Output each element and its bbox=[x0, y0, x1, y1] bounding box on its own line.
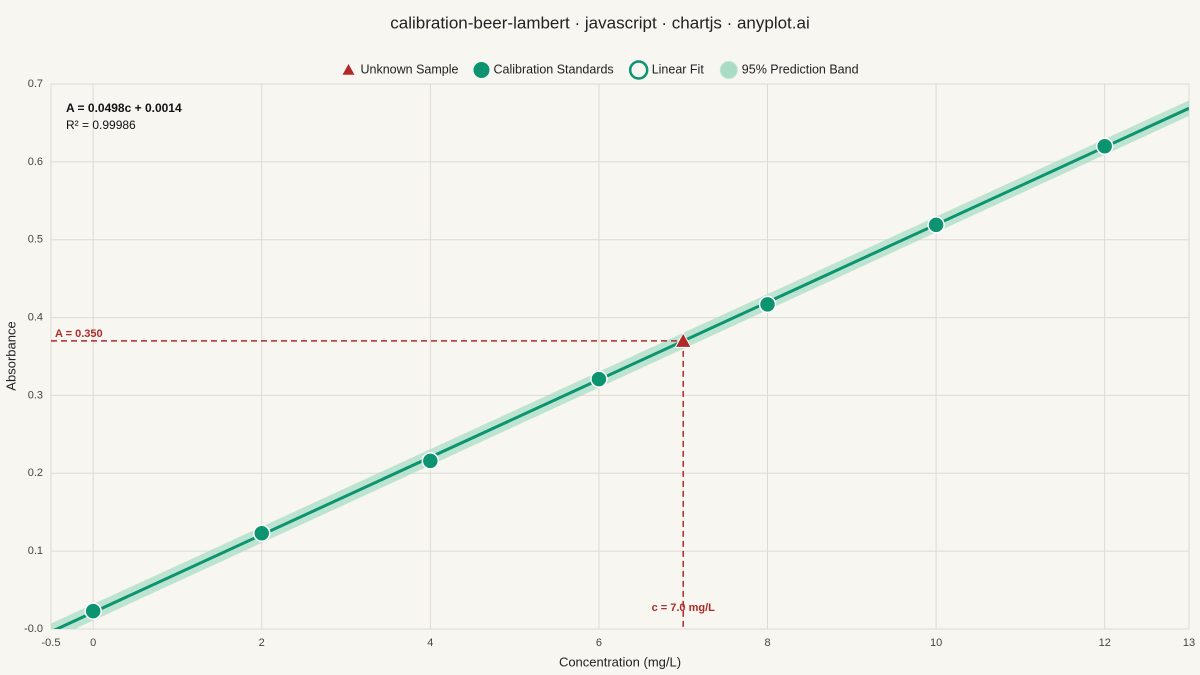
y-tick-label: 0.2 bbox=[28, 467, 43, 479]
calibration-point bbox=[421, 452, 440, 470]
legend-item: Unknown Sample bbox=[342, 62, 459, 76]
unknown-point bbox=[674, 331, 693, 348]
calibration-point bbox=[927, 216, 945, 234]
prediction-band bbox=[51, 100, 1189, 629]
y-tick-label: 0.4 bbox=[28, 311, 43, 323]
x-tick-label: 4 bbox=[427, 637, 433, 649]
legend-icon bbox=[719, 61, 738, 79]
marks: A = 0.350 c = 7.0 mg/L bbox=[51, 137, 1114, 629]
legend-item: Linear Fit bbox=[628, 60, 705, 80]
x-tick-label: 8 bbox=[764, 637, 770, 649]
calibration-point bbox=[1095, 137, 1114, 156]
calibration-point bbox=[252, 524, 271, 542]
legend-icon bbox=[473, 62, 490, 78]
legend-label: 95% Prediction Band bbox=[742, 62, 859, 76]
annotation: A = 0.350 bbox=[55, 328, 103, 340]
plot-area bbox=[51, 100, 1189, 629]
r-squared: R² = 0.99986 bbox=[66, 118, 136, 132]
fit-line bbox=[53, 106, 1189, 629]
legend-icon bbox=[342, 64, 355, 75]
legend-label: Calibration Standards bbox=[493, 62, 613, 76]
legend-icon bbox=[628, 60, 649, 80]
annotation: c = 7.0 mg/L bbox=[652, 602, 716, 614]
legend-item: Calibration Standards bbox=[473, 62, 614, 78]
grid: -0.0 0.1 0.2 0.3 0.4 0.5 0.6 0.7 -0.5 0 2 4 6 8 10 12 13 bbox=[24, 78, 1195, 649]
y-tick-label: 0.1 bbox=[28, 545, 43, 557]
x-tick-label: 10 bbox=[930, 637, 942, 649]
legend-item: 95% Prediction Band bbox=[719, 61, 859, 79]
legend-label: Unknown Sample bbox=[361, 62, 459, 76]
x-tick-label: 0 bbox=[90, 637, 96, 649]
chart-title: calibration-beer-lambert · javascript · … bbox=[390, 13, 810, 32]
legend: Unknown Sample Calibration Standards Linea… bbox=[342, 60, 859, 80]
legend-label: Linear Fit bbox=[652, 62, 705, 76]
x-tick-label: -0.5 bbox=[42, 637, 61, 649]
equation: A = 0.0498c + 0.0014 bbox=[66, 101, 182, 115]
x-tick-label: 2 bbox=[259, 637, 265, 649]
y-tick-label: 0.5 bbox=[28, 234, 43, 246]
x-tick-label: 6 bbox=[596, 637, 602, 649]
x-tick-label: 12 bbox=[1099, 637, 1111, 649]
calibration-point bbox=[758, 295, 777, 314]
y-tick-label: -0.0 bbox=[24, 623, 43, 635]
calibration-point bbox=[590, 370, 608, 388]
y-axis-label: Absorbance bbox=[3, 321, 18, 390]
y-tick-label: 0.7 bbox=[28, 78, 43, 90]
x-axis-label: Concentration (mg/L) bbox=[559, 654, 681, 669]
y-tick-label: 0.6 bbox=[28, 156, 43, 168]
calibration-point bbox=[84, 602, 102, 620]
y-tick-label: 0.3 bbox=[28, 389, 43, 401]
x-tick-label: 13 bbox=[1183, 637, 1195, 649]
